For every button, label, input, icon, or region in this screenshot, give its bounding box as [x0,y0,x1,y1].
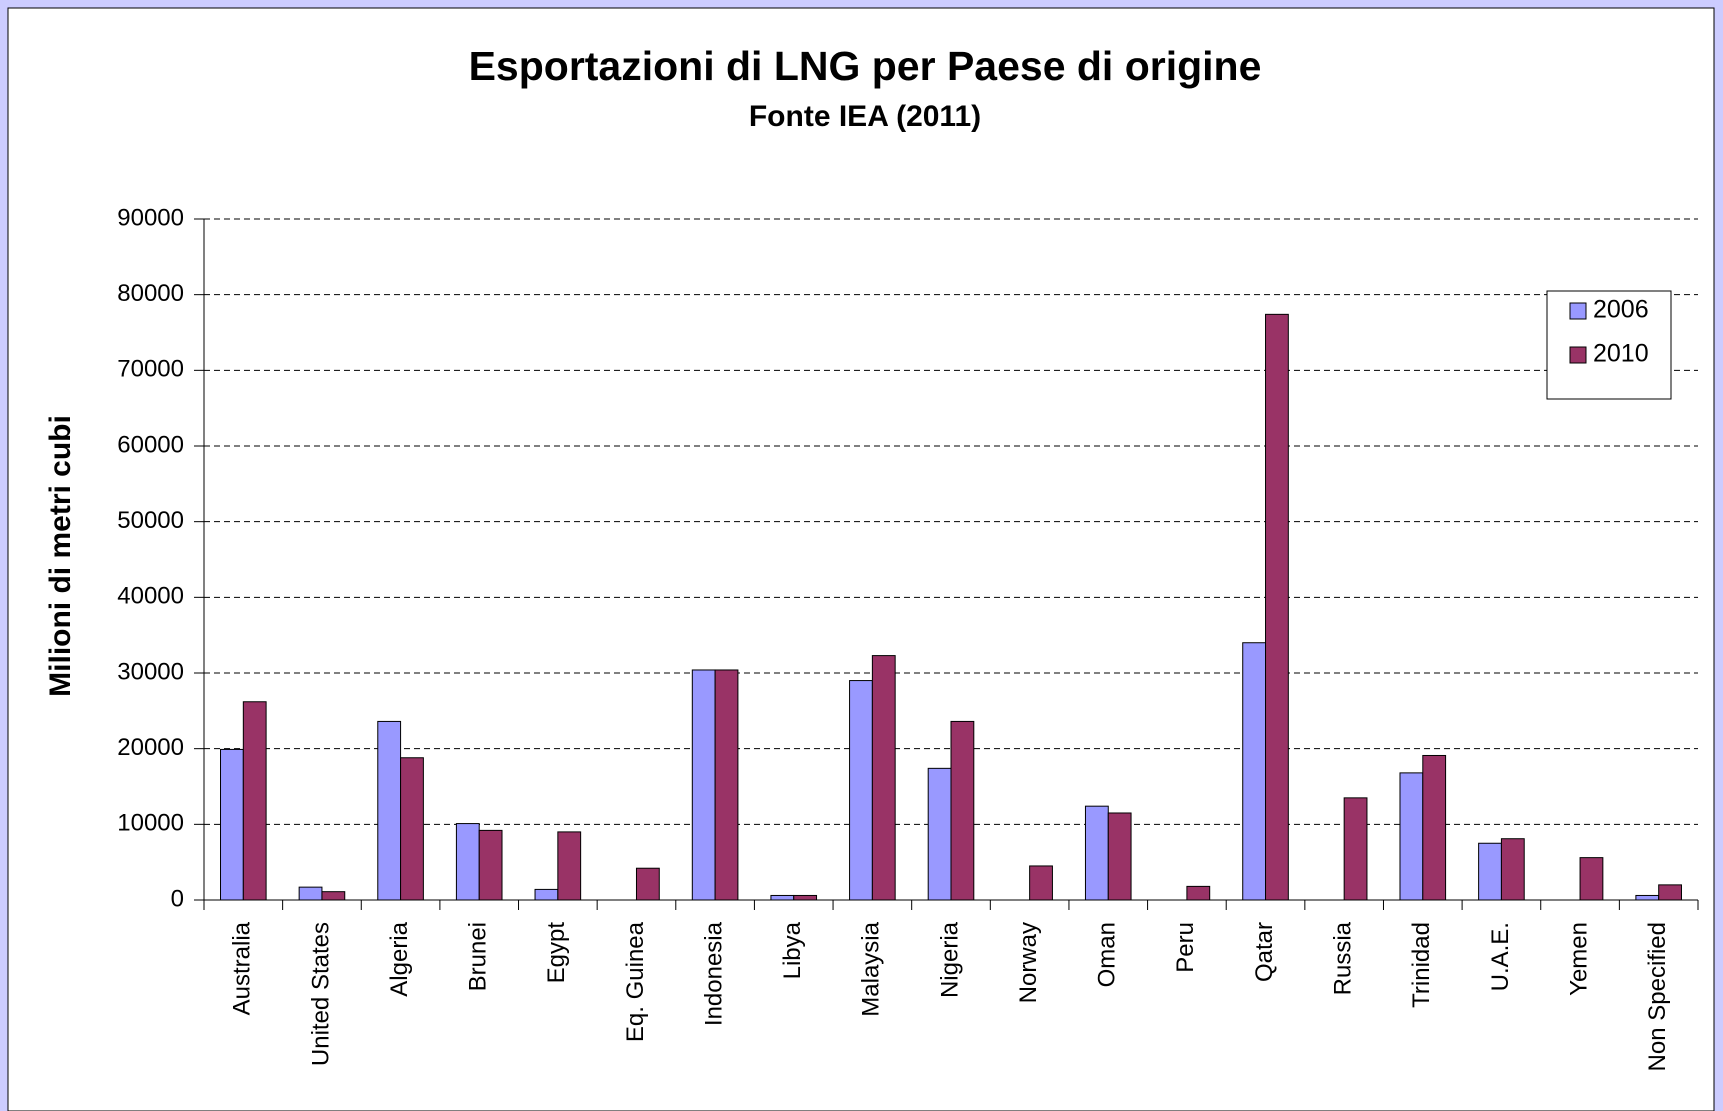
bar [1399,772,1424,901]
x-tick-label: Malaysia [858,921,885,1016]
x-tick-label: Russia [1330,921,1357,995]
x-tick-label: Libya [779,921,806,979]
bar [400,757,424,901]
bar [478,829,503,901]
x-tick-label: Egypt [543,922,570,984]
x-tick-label: Norway [1015,922,1042,1003]
bar [635,867,660,901]
bar [714,669,739,901]
x-tick-label: Non Specified [1644,922,1671,1071]
legend-label: 2010 [1593,340,1649,368]
bar [770,894,795,901]
bar [534,888,559,901]
x-tick-label: Brunei [465,922,492,991]
bar [1084,805,1109,901]
bar [1242,642,1267,901]
bar [242,701,267,901]
bar [1635,894,1660,901]
x-tick-label: Algeria [386,921,413,996]
y-tick-label: 60000 [117,431,184,458]
x-tick-label: Eq. Guinea [622,921,649,1042]
x-tick-label: United States [307,922,334,1066]
bar [793,894,818,901]
bar [1478,842,1502,901]
y-tick-label: 80000 [117,280,184,307]
y-tick-label: 70000 [117,356,184,383]
x-tick-label: Australia [229,921,256,1015]
bar [557,831,582,901]
y-tick-label: 10000 [117,810,184,837]
x-tick-label: Yemen [1565,922,1592,996]
legend-box [1546,290,1672,400]
x-tick-label: Oman [1094,922,1121,987]
bar [1658,884,1682,901]
bar [1265,313,1289,901]
chart-area [7,7,1715,1111]
y-tick-label: 40000 [117,583,184,610]
bar [1422,754,1447,901]
bar [871,655,896,901]
y-tick-label: 50000 [117,507,184,534]
x-tick-label: Indonesia [700,921,727,1026]
bar [849,680,873,901]
x-tick-label: Qatar [1251,922,1278,982]
bar [1343,797,1368,901]
bar [950,720,975,901]
x-tick-label: U.A.E. [1487,922,1514,991]
bar [455,823,480,901]
y-tick-label: 90000 [117,204,184,231]
x-tick-label: Peru [1172,922,1199,973]
legend-label: 2006 [1593,296,1649,324]
x-tick-label: Trinidad [1408,922,1435,1008]
y-tick-label: 0 [171,885,184,912]
bar [220,748,244,901]
chart-title: Esportazioni di LNG per Paese di origine [469,43,1262,89]
legend-swatch [1569,346,1587,364]
bar [927,767,952,901]
bar [1107,812,1132,901]
bar [1186,885,1211,901]
y-axis-label: Milioni di metri cubi [44,415,77,697]
bar [377,720,402,901]
bar [1579,857,1604,901]
bar [1029,865,1053,901]
y-tick-label: 20000 [117,734,184,761]
bar [1500,838,1525,901]
chart-subtitle: Fonte IEA (2011) [749,100,981,133]
bar [691,669,716,901]
bar [321,891,346,901]
bar [298,886,323,901]
x-tick-label: Nigeria [936,921,963,998]
legend-swatch [1569,302,1587,320]
y-tick-label: 30000 [117,658,184,685]
